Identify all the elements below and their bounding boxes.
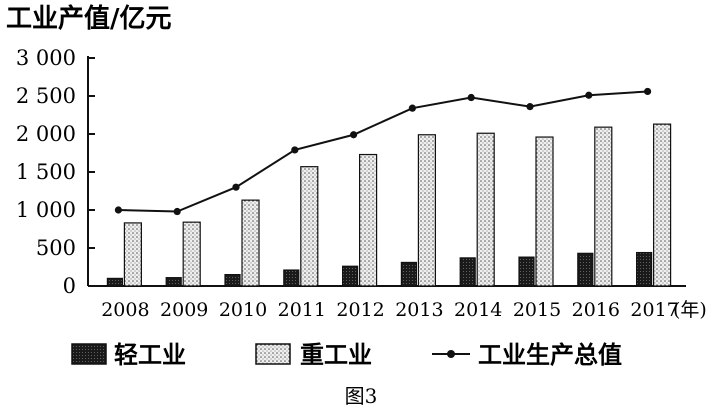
x-category-label: 2017 [630,299,678,321]
bar-heavy-2010 [241,199,260,287]
legend-swatch-heavy [255,343,291,365]
bar-light-2010 [224,274,241,287]
total-point-2008 [114,206,122,214]
x-category-label: 2009 [160,299,208,321]
total-point-2016 [585,91,593,99]
x-category-label: 2010 [219,299,267,321]
total-point-2015 [526,103,534,111]
bar-light-2015 [518,256,535,287]
total-point-2014 [467,93,475,102]
bar-light-2011 [283,269,300,287]
bar-light-2012 [342,265,359,287]
y-tick-label: 1 500 [16,160,76,184]
y-tick-label: 0 [63,274,76,298]
total-line-path [118,90,648,213]
bar-light-2014 [459,257,476,287]
bar-light-2013 [400,261,417,287]
y-ticks: 0 500 1 000 1 500 2 000 2 500 3 000 [16,46,95,298]
bar-heavy-2015 [535,136,554,287]
y-tick-label: 3 000 [16,46,76,70]
bar-light-2008 [106,277,124,287]
y-tick-label: 500 [36,236,76,260]
total-point-2013 [408,104,416,112]
bars [106,123,672,287]
x-category-label: 2013 [395,299,443,321]
y-tick-label: 2 500 [16,84,76,108]
total-line [114,87,652,216]
legend-marker-total [447,350,455,358]
x-category-label: 2014 [454,299,502,321]
bar-heavy-2014 [476,132,495,287]
x-category-label: 2008 [101,299,149,321]
figure-caption: 图3 [345,384,378,408]
bar-heavy-2011 [300,166,319,287]
bar-heavy-2008 [123,222,143,287]
x-category-label: 2011 [278,299,326,321]
bar-heavy-2012 [359,153,378,287]
bar-heavy-2013 [417,134,436,287]
x-category-label: 2016 [572,299,620,321]
y-tick-label: 1 000 [16,198,76,222]
legend-label-light: 轻工业 [114,340,186,369]
total-point-2017 [644,87,652,96]
bar-light-2009 [165,277,182,287]
total-point-2010 [232,183,240,191]
legend-label-total: 工业生产总值 [478,340,622,369]
x-axis-label: (年) [673,299,707,321]
x-category-label: 2012 [336,299,384,321]
total-point-2009 [173,207,181,216]
y-axis-label: 工业产值/亿元 [6,4,172,34]
x-category-label: 2015 [513,299,561,321]
total-point-2012 [350,131,358,139]
x-categories: 2008 2009 2010 2011 2012 2013 2014 2015 2016 2017 [101,299,679,321]
bar-heavy-2017 [652,123,672,287]
bar-light-2016 [577,252,594,287]
y-tick-label: 2 000 [16,122,76,146]
total-point-2011 [291,146,299,154]
bar-heavy-2016 [594,126,613,287]
bar-heavy-2009 [182,221,201,287]
legend-label-heavy: 重工业 [300,340,372,369]
bar-light-2017 [635,251,653,287]
legend: 轻工业 重工业 工业生产总值 [71,340,622,369]
legend-swatch-light [71,343,107,365]
